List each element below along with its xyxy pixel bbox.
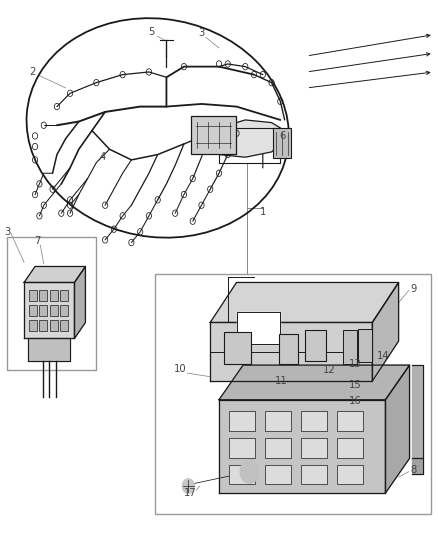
FancyBboxPatch shape <box>229 438 255 458</box>
Text: 10: 10 <box>174 364 187 374</box>
Text: 12: 12 <box>323 366 336 375</box>
Text: 5: 5 <box>148 27 154 37</box>
Text: 11: 11 <box>275 376 288 386</box>
FancyBboxPatch shape <box>39 290 47 301</box>
FancyBboxPatch shape <box>305 330 326 361</box>
FancyBboxPatch shape <box>60 290 68 301</box>
FancyBboxPatch shape <box>60 305 68 316</box>
FancyBboxPatch shape <box>50 290 58 301</box>
Text: 9: 9 <box>410 284 417 294</box>
Bar <box>7 237 96 370</box>
FancyBboxPatch shape <box>343 330 357 364</box>
FancyBboxPatch shape <box>39 320 47 331</box>
FancyBboxPatch shape <box>265 465 291 484</box>
FancyBboxPatch shape <box>337 411 363 431</box>
FancyBboxPatch shape <box>358 329 372 362</box>
Text: 2: 2 <box>30 67 36 77</box>
Polygon shape <box>412 365 423 458</box>
Text: 15: 15 <box>349 380 362 390</box>
Text: 7: 7 <box>34 236 40 246</box>
Polygon shape <box>74 266 85 338</box>
Polygon shape <box>219 400 385 493</box>
FancyBboxPatch shape <box>50 305 58 316</box>
FancyBboxPatch shape <box>29 320 37 331</box>
Bar <box>155 274 431 514</box>
Text: 3: 3 <box>198 28 205 38</box>
Text: 3: 3 <box>5 227 11 237</box>
FancyBboxPatch shape <box>265 438 291 458</box>
FancyBboxPatch shape <box>224 332 251 364</box>
Text: 13: 13 <box>350 359 362 368</box>
Polygon shape <box>412 458 423 474</box>
FancyBboxPatch shape <box>29 290 37 301</box>
Polygon shape <box>210 322 372 381</box>
Text: 14: 14 <box>377 351 389 361</box>
FancyBboxPatch shape <box>301 438 327 458</box>
Polygon shape <box>372 282 399 381</box>
FancyBboxPatch shape <box>229 411 255 431</box>
FancyBboxPatch shape <box>337 465 363 484</box>
Polygon shape <box>210 282 399 322</box>
FancyBboxPatch shape <box>191 116 236 154</box>
Text: 17: 17 <box>184 488 197 498</box>
Text: 4: 4 <box>100 152 106 162</box>
Text: 16: 16 <box>349 396 362 406</box>
FancyBboxPatch shape <box>301 465 327 484</box>
Polygon shape <box>219 365 410 400</box>
Text: 6: 6 <box>279 131 286 141</box>
Circle shape <box>240 460 259 483</box>
Polygon shape <box>201 120 285 157</box>
Circle shape <box>182 479 194 494</box>
FancyBboxPatch shape <box>39 305 47 316</box>
FancyBboxPatch shape <box>273 128 291 158</box>
Text: 1: 1 <box>260 207 266 216</box>
FancyBboxPatch shape <box>265 411 291 431</box>
Polygon shape <box>24 282 74 338</box>
Polygon shape <box>237 312 280 344</box>
FancyBboxPatch shape <box>337 438 363 458</box>
FancyBboxPatch shape <box>279 334 298 364</box>
Polygon shape <box>385 365 410 493</box>
FancyBboxPatch shape <box>60 320 68 331</box>
Polygon shape <box>24 266 85 282</box>
FancyBboxPatch shape <box>29 305 37 316</box>
FancyBboxPatch shape <box>301 411 327 431</box>
Text: 8: 8 <box>410 465 417 475</box>
Polygon shape <box>28 338 70 361</box>
FancyBboxPatch shape <box>50 320 58 331</box>
FancyBboxPatch shape <box>229 465 255 484</box>
